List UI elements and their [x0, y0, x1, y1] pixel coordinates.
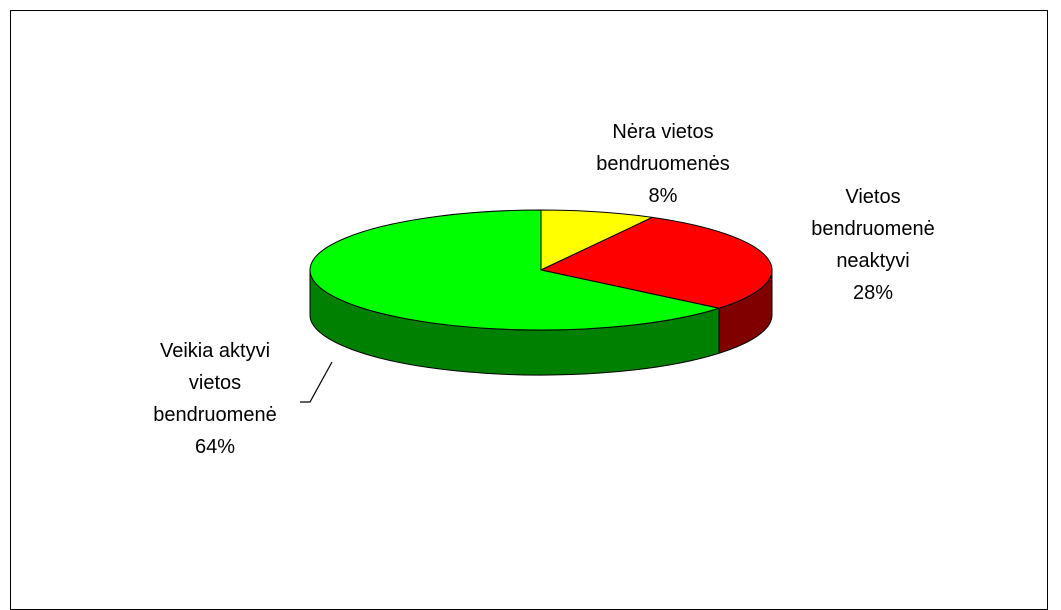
- slice: [309, 209, 721, 331]
- category-label: Nėra vietos bendruomenės: [596, 121, 730, 175]
- category-label: Veikia aktyvi vietos bendruomenė: [153, 340, 277, 426]
- leader-line: [300, 361, 333, 403]
- value-label: 8%: [648, 185, 678, 207]
- page: Nėra vietos bendruomenės 8% Vietos bendr…: [10, 10, 1048, 610]
- slice-label: Veikia aktyvi vietos bendruomenė 64%: [135, 335, 295, 463]
- slice: [539, 216, 773, 309]
- slice-label: Vietos bendruomenė neaktyvi 28%: [805, 181, 941, 309]
- value-label: 28%: [852, 282, 894, 304]
- value-label: 64%: [194, 436, 236, 458]
- slice-label: Nėra vietos bendruomenės 8%: [588, 116, 738, 212]
- slice: [540, 209, 655, 271]
- category-label: Vietos bendruomenė neaktyvi: [811, 186, 935, 272]
- chart: [300, 209, 773, 403]
